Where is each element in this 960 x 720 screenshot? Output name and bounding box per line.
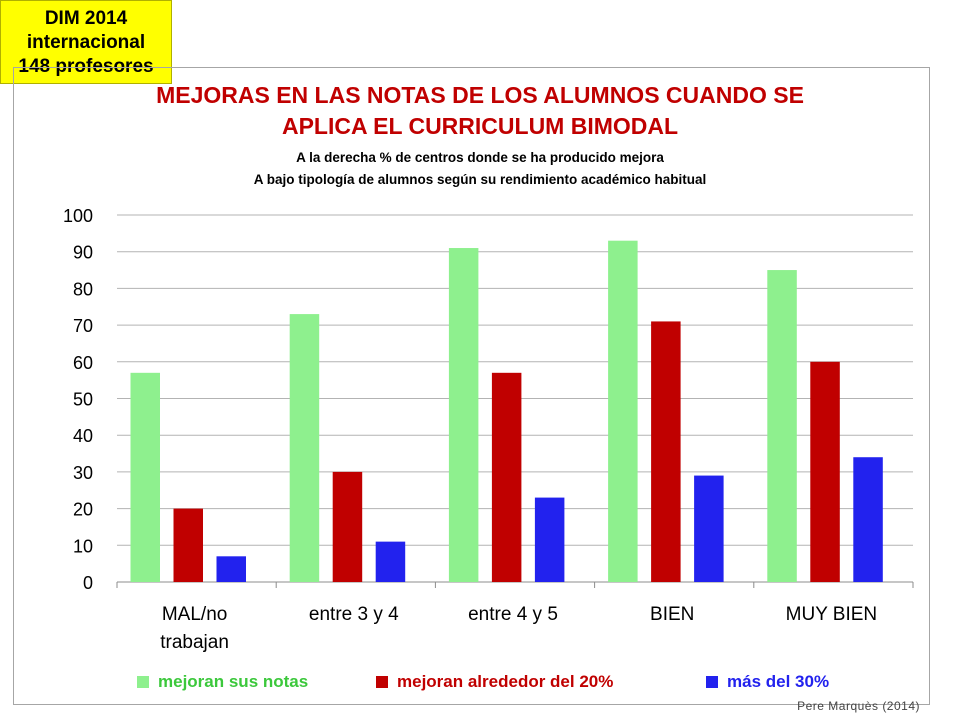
bar-3-2	[375, 541, 406, 582]
legend-swatch-red	[376, 676, 388, 688]
y-tick-label-0: 0	[83, 573, 93, 593]
legend-label-mejoran-20: mejoran alrededor del 20%	[397, 672, 614, 691]
bar-2-1	[173, 508, 203, 582]
bar-2-3	[491, 372, 522, 582]
chart-title-line-2: APLICA EL CURRICULUM BIMODAL	[281, 113, 679, 139]
sample-badge: DIM 2014 internacional 148 profesores	[0, 0, 172, 84]
legend-label-mejoran-sus-notas: mejoran sus notas	[158, 672, 309, 691]
bar-2-4	[651, 321, 681, 582]
credit-text: Pere Marquès (2014)	[797, 699, 920, 713]
y-tick-label-40: 40	[73, 426, 93, 446]
badge-line-1: DIM 2014	[44, 8, 128, 29]
legend-label-mas-30: más del 30%	[727, 672, 830, 691]
chart-subtitle-1: A la derecha % de centros donde se ha pr…	[296, 150, 664, 165]
badge-line-2: internacional	[26, 32, 146, 53]
bar-3-5	[853, 457, 883, 582]
bar-2-5	[810, 361, 840, 582]
chart-title-line-1: MEJORAS EN LAS NOTAS DE LOS ALUMNOS CUAN…	[156, 82, 804, 108]
bar-1-4	[608, 240, 638, 582]
bar-3-3	[534, 497, 565, 582]
legend-item-mejoran-sus-notas: mejoran sus notas	[137, 672, 308, 692]
y-tick-label-30: 30	[73, 463, 93, 483]
y-tick-label-80: 80	[73, 279, 93, 299]
legend-swatch-blue	[706, 676, 718, 688]
y-tick-label-90: 90	[73, 243, 93, 263]
badge-line-3: 148 profesores	[18, 56, 154, 77]
bar-1-2	[289, 314, 320, 582]
bar-3-4	[694, 475, 724, 582]
y-tick-label-60: 60	[73, 353, 93, 373]
chart-subtitle-2: A bajo tipología de alumnos según su ren…	[253, 172, 707, 187]
bar-3-1	[216, 556, 246, 582]
x-tick-label-1-line-1: MAL/no	[162, 604, 227, 625]
legend-swatch-green	[137, 676, 149, 688]
x-tick-label-2: entre 3 y 4	[309, 604, 399, 625]
y-tick-label-20: 20	[73, 500, 93, 520]
bar-1-3	[448, 248, 479, 582]
y-tick-label-10: 10	[73, 536, 93, 556]
chart-frame	[13, 67, 930, 705]
chart-title: MEJORAS EN LAS NOTAS DE LOS ALUMNOS CUAN…	[0, 80, 960, 142]
x-tick-label-5: MUY BIEN	[786, 604, 878, 625]
x-tick-label-4: BIEN	[650, 604, 694, 625]
y-tick-label-100: 100	[63, 206, 93, 226]
bar-2-2	[332, 471, 363, 582]
bar-1-1	[130, 372, 160, 582]
legend-item-mas-30: más del 30%	[706, 672, 829, 692]
y-tick-label-70: 70	[73, 316, 93, 336]
y-tick-label-50: 50	[73, 390, 93, 410]
x-tick-label-1-line-2: trabajan	[160, 632, 229, 653]
x-tick-label-3: entre 4 y 5	[468, 604, 558, 625]
legend-item-mejoran-20: mejoran alrededor del 20%	[376, 672, 613, 692]
bar-1-5	[767, 270, 797, 582]
